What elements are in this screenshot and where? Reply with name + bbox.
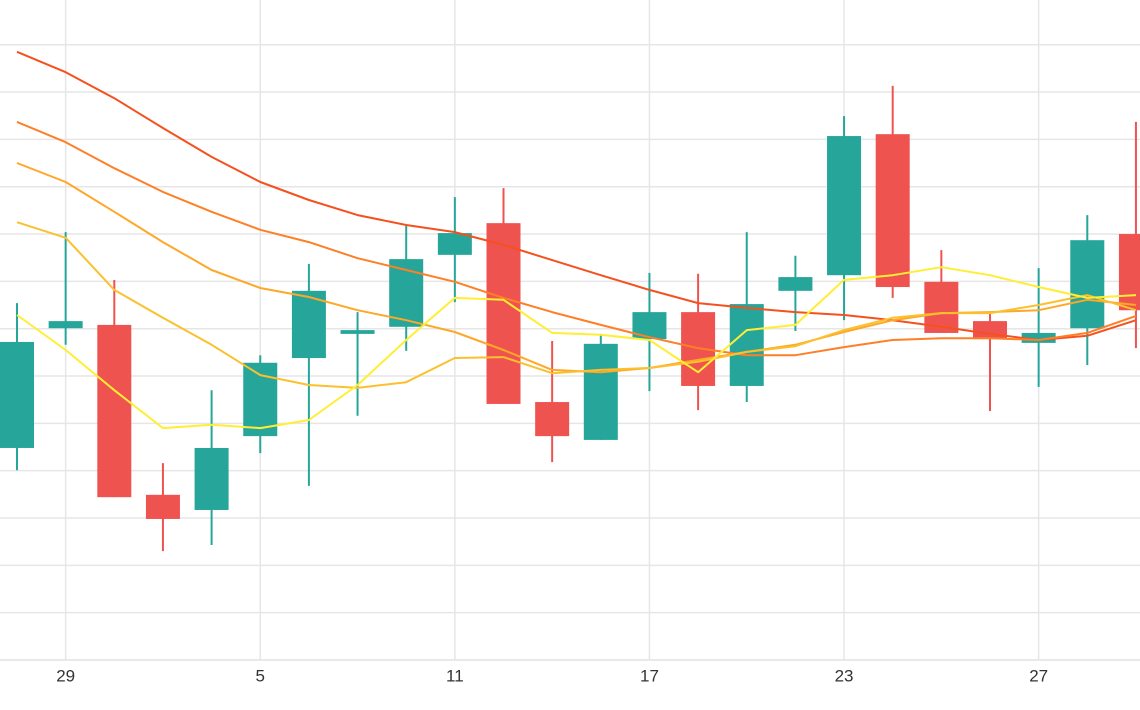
moving-average-line [16, 221, 1137, 389]
x-tick-label: 5 [256, 666, 265, 685]
candle-body [0, 341, 34, 448]
candle-body [729, 304, 764, 386]
candle-body [194, 447, 229, 510]
moving-average-line [16, 50, 1137, 341]
moving-average-line [16, 266, 1137, 430]
moving-average-line [16, 120, 1137, 357]
candle-body [1118, 234, 1140, 311]
candle-body [583, 343, 618, 440]
candle-body [875, 134, 910, 288]
candle-body [486, 223, 521, 404]
x-tick-label: 27 [1029, 666, 1048, 685]
candle-body [1070, 240, 1105, 329]
candle-body [145, 494, 180, 519]
candle-body [827, 136, 862, 276]
x-tick-label: 17 [640, 666, 659, 685]
candle-body [48, 321, 83, 329]
candle-body [340, 330, 375, 334]
candle-body [291, 290, 326, 359]
candle-body [535, 402, 570, 437]
candle-body [778, 277, 813, 291]
candle-body [97, 324, 132, 498]
candle-body [437, 233, 472, 255]
x-tick-label: 29 [56, 666, 75, 685]
x-tick-label: 11 [446, 666, 464, 685]
x-tick-label: 23 [835, 666, 854, 685]
candle-body [1021, 332, 1056, 343]
candle-body [973, 321, 1007, 340]
